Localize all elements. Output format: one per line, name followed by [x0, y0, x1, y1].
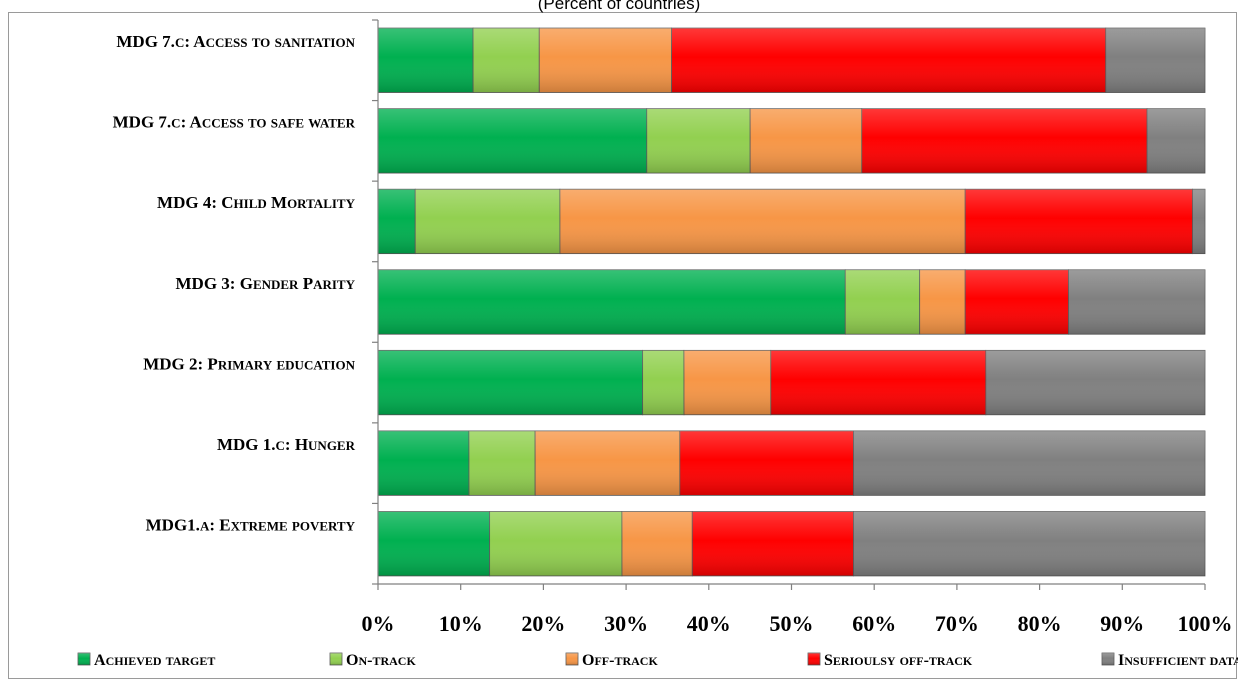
bar-mdg-7-c-access-to-safe-water-achieved-target	[377, 108, 648, 174]
x-tick-label-80: 80%	[1018, 611, 1062, 636]
x-tick-label-40: 40%	[687, 611, 731, 636]
bar-mdg-4-child-mortality-insufficient-data	[1192, 188, 1206, 255]
category-label-mdg-7-c-access-to-safe-water: MDG 7.C: ACCESS TO SAFE WATER	[113, 113, 356, 132]
x-tick-label-90: 90%	[1100, 611, 1144, 636]
x-tick-label-20: 20%	[521, 611, 565, 636]
legend-swatch-shading	[566, 653, 578, 665]
bar-mdg1-a-extreme-poverty-serioulsy-off-track	[691, 511, 854, 577]
bar-mdg-2-primary-education-achieved-target	[377, 349, 644, 416]
legend-label-off-track: OFF-TRACK	[582, 652, 658, 669]
category-label-mdg-4-child-mortality: MDG 4: CHILD MORTALITY	[157, 193, 356, 212]
bar-mdg-2-primary-education-on-track	[642, 349, 685, 416]
x-tick-label-70: 70%	[935, 611, 979, 636]
x-tick-label-60: 60%	[852, 611, 896, 636]
bar-mdg1-a-extreme-poverty-insufficient-data	[853, 511, 1206, 577]
legend-label-serioulsy-off-track: SERIOULSY OFF-TRACK	[824, 652, 973, 669]
bar-mdg-2-primary-education-insufficient-data	[985, 349, 1206, 416]
bar-mdg-1-c-hunger-on-track	[468, 430, 536, 496]
x-tick-label-0: 0%	[362, 611, 395, 636]
category-label-mdg1-a-extreme-poverty: MDG1.A: EXTREME POVERTY	[146, 515, 356, 534]
bar-mdg-2-primary-education-serioulsy-off-track	[770, 349, 987, 416]
bar-mdg-7-c-access-to-sanitation-serioulsy-off-track	[671, 27, 1107, 93]
legend-swatch-shading	[808, 653, 820, 665]
bar-mdg-4-child-mortality-achieved-target	[377, 188, 416, 255]
x-tick-label-100: 100%	[1178, 611, 1233, 636]
category-label-mdg-1-c-hunger: MDG 1.C: HUNGER	[217, 435, 356, 454]
legend-label-insufficient-data: INSUFFICIENT DATA	[1118, 652, 1238, 669]
bar-mdg-4-child-mortality-serioulsy-off-track	[964, 188, 1193, 255]
legend-label-achieved-target: ACHIEVED TARGET	[94, 652, 215, 669]
bar-mdg-7-c-access-to-safe-water-on-track	[646, 108, 751, 174]
category-label-mdg-3-gender-parity: MDG 3: GENDER PARITY	[176, 274, 356, 293]
category-label-mdg-7-c-access-to-sanitation: MDG 7.C: ACCESS TO SANITATION	[116, 32, 355, 51]
bar-mdg-1-c-hunger-off-track	[534, 430, 681, 496]
bar-mdg-7-c-access-to-safe-water-serioulsy-off-track	[861, 108, 1148, 174]
bar-mdg-7-c-access-to-safe-water-insufficient-data	[1146, 108, 1206, 174]
bar-mdg-7-c-access-to-sanitation-on-track	[472, 27, 540, 93]
bar-mdg-7-c-access-to-sanitation-off-track	[538, 27, 672, 93]
bar-mdg-7-c-access-to-safe-water-off-track	[749, 108, 863, 174]
x-tick-label-50: 50%	[770, 611, 814, 636]
bar-mdg-4-child-mortality-on-track	[414, 188, 561, 255]
bar-mdg1-a-extreme-poverty-on-track	[489, 511, 623, 577]
chart-subtitle: (Percent of countries)	[537, 0, 701, 13]
bar-mdg-2-primary-education-off-track	[683, 349, 772, 416]
legend-swatch-shading	[78, 653, 90, 665]
bar-mdg-3-gender-parity-off-track	[919, 269, 966, 335]
bar-mdg-1-c-hunger-insufficient-data	[853, 430, 1206, 496]
bar-mdg1-a-extreme-poverty-off-track	[621, 511, 693, 577]
bar-mdg-3-gender-parity-on-track	[844, 269, 921, 335]
bar-mdg-1-c-hunger-serioulsy-off-track	[679, 430, 854, 496]
bar-mdg1-a-extreme-poverty-achieved-target	[377, 511, 491, 577]
bar-mdg-1-c-hunger-achieved-target	[377, 430, 470, 496]
x-tick-label-30: 30%	[604, 611, 648, 636]
legend-swatch-shading	[1102, 653, 1114, 665]
bar-mdg-4-child-mortality-off-track	[559, 188, 966, 255]
legend-swatch-shading	[330, 653, 342, 665]
bar-mdg-3-gender-parity-serioulsy-off-track	[964, 269, 1069, 335]
bar-mdg-3-gender-parity-insufficient-data	[1068, 269, 1206, 335]
bar-mdg-3-gender-parity-achieved-target	[377, 269, 846, 335]
bar-mdg-7-c-access-to-sanitation-insufficient-data	[1105, 27, 1206, 93]
legend-label-on-track: ON-TRACK	[346, 652, 416, 669]
bar-mdg-7-c-access-to-sanitation-achieved-target	[377, 27, 474, 93]
category-label-mdg-2-primary-education: MDG 2: PRIMARY EDUCATION	[143, 354, 355, 373]
x-tick-label-10: 10%	[439, 611, 483, 636]
